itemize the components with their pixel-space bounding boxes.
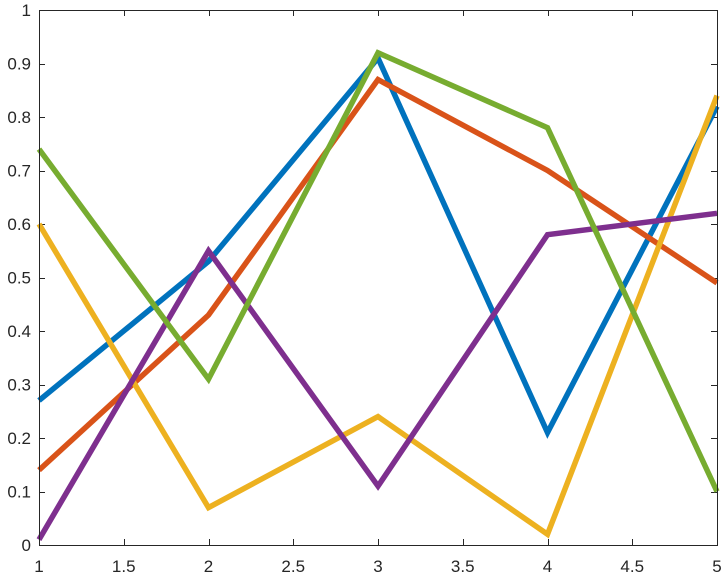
y-tick-label: 0.6 <box>7 215 31 234</box>
x-tick-label: 1.5 <box>112 557 136 576</box>
x-tick-label: 4 <box>543 557 552 576</box>
y-tick-label: 0.9 <box>7 55 31 74</box>
y-tick-label: 0.2 <box>7 429 31 448</box>
x-tick-label: 3 <box>373 557 382 576</box>
y-tick-label: 0 <box>22 536 31 555</box>
tick-labels: 0 0.1 0.2 0.3 0.4 0.5 0.6 0.7 0.8 0.9 1 1 1.5 2 2.5 3 3.… <box>7 1 721 576</box>
x-tick-label: 2 <box>204 557 213 576</box>
x-tick-label: 1 <box>34 557 43 576</box>
series-line-5 <box>36 49 720 493</box>
series-line-3 <box>36 94 720 539</box>
y-tick-label: 0.7 <box>7 162 31 181</box>
y-tick-label: 0.1 <box>7 483 31 502</box>
y-tick-label: 0.3 <box>7 376 31 395</box>
axes-box <box>39 10 718 546</box>
x-tick-label: 4.5 <box>620 557 644 576</box>
y-tick-label: 0.8 <box>7 108 31 127</box>
y-tick-label: 0.5 <box>7 269 31 288</box>
y-tick-label: 1 <box>22 1 31 20</box>
y-tick-label: 0.4 <box>7 322 31 341</box>
series-line-2 <box>37 76 719 473</box>
x-tick-label: 3.5 <box>451 557 475 576</box>
x-tick-label: 5 <box>712 557 721 576</box>
series-lines <box>36 49 720 541</box>
x-tick-label: 2.5 <box>281 557 305 576</box>
series-line-4 <box>36 210 718 541</box>
